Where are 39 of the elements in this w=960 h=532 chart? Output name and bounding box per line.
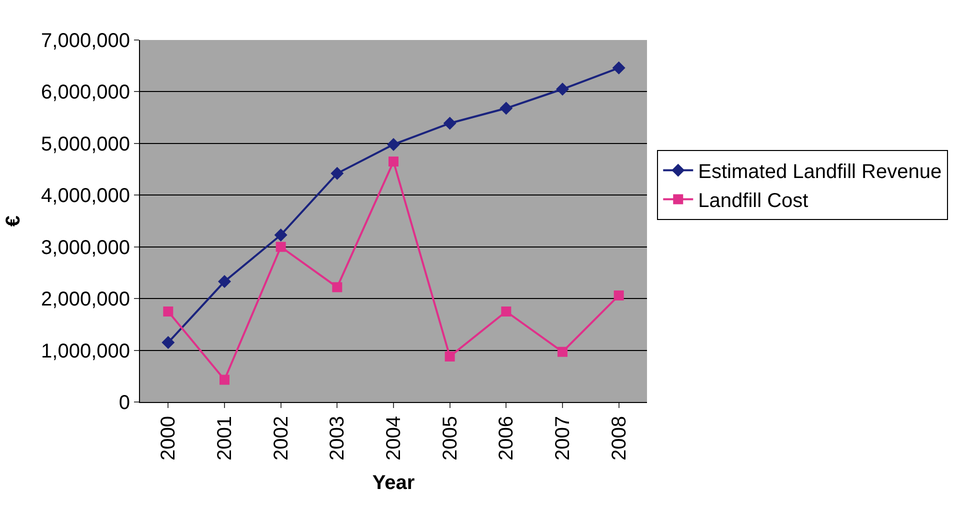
point: [444, 351, 455, 362]
y-tick-label: 1,000,000: [41, 340, 130, 362]
point: [556, 82, 569, 96]
point: [387, 138, 400, 151]
y-tick-label: 5,000,000: [41, 133, 130, 156]
point: [500, 102, 513, 115]
x-tick-label: 2007: [552, 416, 574, 460]
point: [388, 156, 398, 167]
point: [614, 290, 624, 300]
legend-label: Landfill Cost: [698, 190, 809, 212]
x-tick-label: 2001: [214, 416, 236, 460]
x-tick-label: 2000: [158, 416, 180, 460]
x-tick-label: 2005: [439, 416, 462, 460]
y-axis-title: €: [2, 215, 25, 227]
point: [162, 336, 175, 350]
point: [558, 346, 568, 357]
legend-label: Estimated Landfill Revenue: [698, 161, 942, 184]
y-tick-label: 7,000,000: [41, 30, 130, 52]
x-axis-title: Year: [372, 472, 415, 494]
y-tick-label: 4,000,000: [41, 185, 130, 208]
y-tick-label: 6,000,000: [41, 82, 130, 104]
y-tick-label: 3,000,000: [41, 236, 130, 259]
y-tick-label: 2,000,000: [41, 288, 130, 311]
x-tick-label: 2004: [383, 416, 405, 460]
y-tick-label: 0: [118, 392, 130, 414]
point: [612, 61, 626, 74]
point: [332, 282, 342, 292]
x-tick-label: 2006: [496, 416, 518, 460]
x-tick-label: 2002: [270, 416, 292, 460]
point: [501, 306, 512, 316]
point: [274, 228, 288, 242]
x-tick-label: 2003: [326, 416, 349, 460]
point: [276, 242, 286, 252]
point: [330, 166, 344, 180]
point: [163, 306, 174, 316]
point: [218, 275, 231, 288]
point: [443, 116, 456, 130]
x-tick-label: 2008: [608, 416, 630, 460]
point: [220, 374, 230, 385]
